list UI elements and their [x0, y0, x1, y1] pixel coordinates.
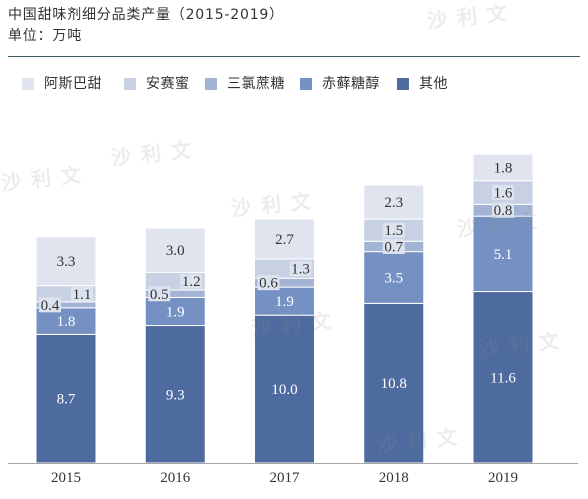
data-label-2016-sucralose: 0.5: [150, 287, 169, 303]
legend-item-acesulfame: 安赛蜜: [124, 75, 190, 93]
legend-item-erythritol: 赤藓糖醇: [300, 75, 380, 93]
data-label-2019-other: 11.6: [490, 370, 516, 386]
data-label-2019-aspartame: 1.8: [494, 160, 513, 176]
data-label-group: 8.71.80.41.13.39.31.90.51.23.010.01.90.6…: [41, 160, 517, 407]
bar-segment-2018-aspartame: [363, 184, 425, 220]
legend-label-aspartame: 阿斯巴甜: [44, 76, 102, 92]
data-label-2019-acesulfame: 1.6: [494, 186, 513, 202]
x-tick-label-2019: 2019: [488, 470, 518, 486]
data-label-2015-sucralose: 0.4: [41, 298, 60, 314]
data-label-box-2017-acesulfame: [289, 261, 312, 277]
data-label-2016-other: 9.3: [166, 387, 185, 403]
data-label-2018-acesulfame: 1.5: [384, 223, 403, 239]
data-label-2017-other: 10.0: [271, 382, 297, 398]
x-tick-labels: 2015 2016 2017 2018 2019: [51, 470, 518, 486]
bar-segment-2016-aspartame: [144, 227, 206, 273]
data-label-2019-sucralose: 0.8: [494, 203, 513, 219]
data-label-2018-erythritol: 3.5: [384, 270, 403, 286]
data-label-2015-erythritol: 1.8: [57, 314, 76, 330]
legend-item-other: 其他: [397, 75, 448, 93]
legend-swatch-erythritol: [300, 78, 312, 90]
legend-swatch-aspartame: [22, 78, 34, 90]
bar-segment-2019-erythritol: [472, 215, 534, 293]
watermark-text: 沙利文: [0, 162, 92, 195]
data-label-2017-sucralose: 0.6: [259, 276, 278, 292]
bar-segment-2015-other: [35, 333, 97, 464]
watermark-text: 沙利文: [110, 137, 202, 170]
chart-title: 中国甜味剂细分品类产量（2015-2019）: [8, 7, 284, 23]
data-label-box-2019-acesulfame: [492, 185, 514, 201]
data-label-box-2016-sucralose: [148, 286, 171, 302]
legend-item-sucralose: 三氯蔗糖: [205, 75, 285, 93]
data-label-2016-erythritol: 1.9: [166, 304, 185, 320]
chart-legend: 阿斯巴甜 安赛蜜 三氯蔗糖 赤藓糖醇 其他: [0, 75, 588, 93]
legend-label-acesulfame: 安赛蜜: [146, 76, 190, 92]
legend-swatch-sucralose: [205, 78, 217, 90]
legend-item-aspartame: 阿斯巴甜: [22, 75, 102, 93]
watermark-text: 沙利文: [426, 0, 518, 33]
bar-segment-2015-aspartame: [35, 236, 97, 287]
data-label-box-2018-sucralose: [382, 238, 405, 254]
data-label-box-2017-sucralose: [257, 275, 280, 291]
data-label-2019-erythritol: 5.1: [494, 247, 513, 263]
legend-label-other: 其他: [419, 76, 448, 92]
bar-segment-2018-erythritol: [363, 251, 425, 304]
data-label-2015-acesulfame: 1.1: [73, 287, 92, 303]
legend-label-erythritol: 赤藓糖醇: [322, 76, 380, 92]
legend-swatch-other: [397, 78, 409, 90]
title-divider: [8, 56, 580, 57]
data-label-2015-aspartame: 3.3: [57, 254, 76, 270]
bar-segment-2017-erythritol: [254, 286, 315, 316]
data-label-2018-other: 10.8: [381, 376, 407, 392]
bar-segment-2018-other: [363, 302, 425, 464]
legend-label-sucralose: 三氯蔗糖: [227, 76, 285, 92]
data-label-2017-acesulfame: 1.3: [291, 262, 310, 278]
x-tick-label-2016: 2016: [160, 470, 191, 486]
legend-swatch-acesulfame: [124, 78, 136, 90]
data-label-box-2018-acesulfame: [382, 222, 405, 238]
data-label-box-2016-acesulfame: [180, 273, 203, 289]
x-tick-label-2015: 2015: [51, 470, 81, 486]
data-label-2018-sucralose: 0.7: [384, 239, 403, 255]
data-label-box-2015-sucralose: [39, 297, 61, 313]
data-label-2015-other: 8.7: [57, 392, 76, 408]
data-label-2017-aspartame: 2.7: [275, 232, 294, 248]
data-label-2016-acesulfame: 1.2: [182, 274, 201, 290]
data-label-box-2015-acesulfame: [71, 286, 93, 302]
watermark-text: 沙利文: [230, 188, 322, 221]
chart-unit-label: 单位：万吨: [8, 28, 82, 44]
data-label-2017-erythritol: 1.9: [275, 294, 294, 310]
data-label-box-2019-sucralose: [492, 202, 514, 218]
bar-segment-2019-aspartame: [472, 153, 534, 182]
data-label-2018-aspartame: 2.3: [384, 195, 403, 211]
data-label-2016-aspartame: 3.0: [166, 243, 185, 259]
data-label-box-group: [39, 185, 514, 313]
x-tick-label-2017: 2017: [270, 470, 301, 486]
watermark-text: 沙利文: [456, 208, 548, 241]
bar-segment-2017-aspartame: [254, 218, 315, 260]
bar-segment-2016-erythritol: [144, 296, 206, 327]
bar-segment-2017-other: [254, 314, 315, 464]
x-tick-label-2018: 2018: [379, 470, 409, 486]
